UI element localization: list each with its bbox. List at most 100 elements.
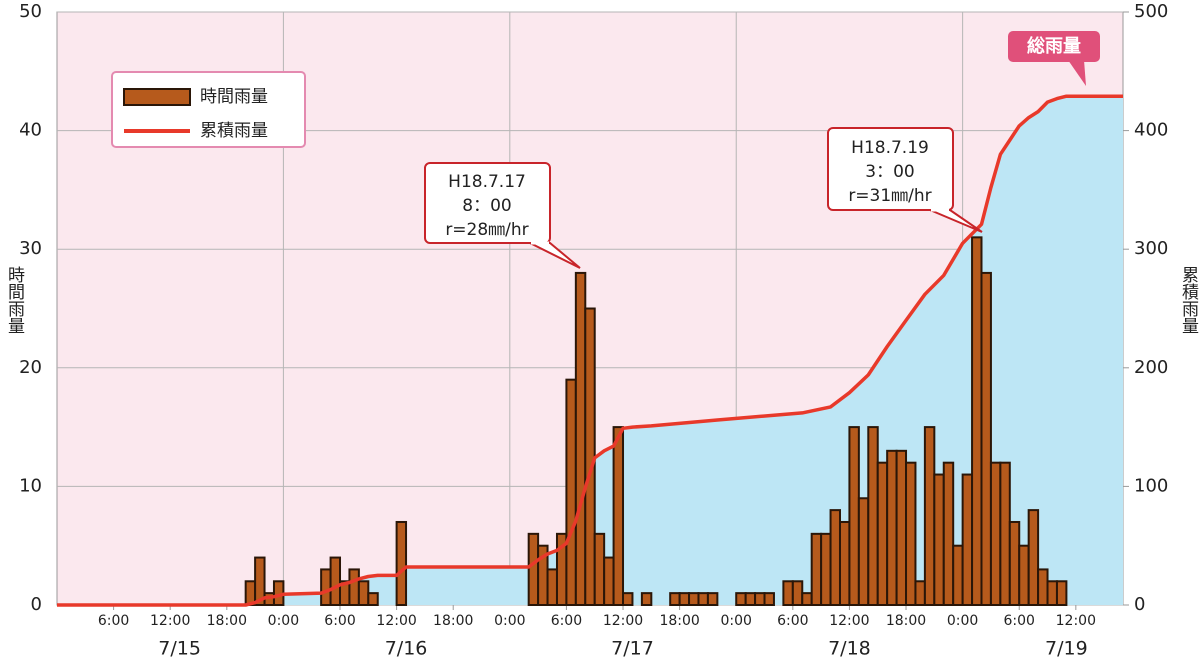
- total-box: [1008, 31, 1100, 62]
- y-tick-label: 10: [19, 475, 42, 496]
- bar: [1046, 580, 1058, 607]
- legend-swatch: [123, 88, 191, 106]
- date-label: 7/17: [611, 638, 654, 659]
- bar: [697, 592, 709, 607]
- y-tick-label: 50: [19, 1, 42, 22]
- callout-text: r=28㎜/hr: [445, 220, 528, 240]
- y-tick-label: 40: [19, 120, 42, 141]
- bar: [980, 271, 992, 606]
- bar: [848, 426, 860, 606]
- y2-tick-label: 0: [1134, 594, 1145, 615]
- bar: [867, 426, 879, 606]
- line: [57, 94, 1123, 607]
- callout-text: r=31㎜/hr: [848, 186, 931, 206]
- x-tick-label: 12:00: [376, 613, 416, 629]
- bar: [706, 592, 719, 607]
- bar: [876, 461, 889, 606]
- x-tick-label: 12:00: [150, 613, 190, 629]
- bar: [546, 568, 558, 606]
- bar: [603, 556, 615, 606]
- bar: [320, 568, 332, 606]
- callout-box: [827, 127, 954, 211]
- y2-tick-label: 100: [1134, 475, 1168, 496]
- bar: [574, 271, 587, 606]
- x-tick-label: 18:00: [433, 613, 473, 629]
- bar: [989, 461, 1002, 606]
- bar: [791, 580, 804, 607]
- x-tick-label: 0:00: [720, 613, 751, 629]
- y2-tick-label: 300: [1134, 238, 1168, 259]
- x-tick-label: 0:00: [268, 613, 299, 629]
- bar: [622, 592, 634, 607]
- bar: [678, 592, 691, 607]
- y2-tick-label: 200: [1134, 357, 1168, 378]
- x-tick-label: 18:00: [659, 613, 699, 629]
- y-tick-label: 0: [31, 594, 42, 615]
- x-tick-label: 6:00: [777, 613, 808, 629]
- bar: [367, 592, 379, 607]
- bar: [744, 592, 757, 607]
- y2-tick-label: 400: [1134, 120, 1168, 141]
- y-tick-label: 30: [19, 238, 42, 259]
- bar: [838, 520, 851, 606]
- x-tick-label: 6:00: [98, 613, 129, 629]
- bar: [754, 592, 766, 607]
- bar: [1018, 544, 1030, 607]
- bar: [1055, 580, 1068, 607]
- callout-text: H18.7.19: [851, 138, 929, 158]
- callout-text: H18.7.17: [448, 172, 526, 192]
- bar: [952, 544, 964, 607]
- bar: [593, 532, 606, 607]
- bar: [584, 307, 596, 606]
- legend-label: 時間雨量: [200, 87, 268, 107]
- bar: [801, 592, 813, 607]
- bar: [905, 461, 917, 606]
- bar: [1008, 520, 1021, 606]
- date-label: 7/15: [158, 638, 201, 659]
- bar: [1027, 509, 1040, 606]
- bar: [357, 580, 370, 607]
- bar: [857, 497, 870, 607]
- x-tick-label: 18:00: [207, 613, 247, 629]
- bar: [820, 532, 832, 607]
- x-tick-label: 18:00: [886, 613, 926, 629]
- bar: [810, 532, 823, 607]
- x-tick-label: 12:00: [603, 613, 643, 629]
- callout-text: 8：00: [462, 196, 511, 216]
- x-tick-label: 6:00: [324, 613, 355, 629]
- callout-text: 3：00: [865, 162, 914, 182]
- bar: [395, 520, 408, 606]
- bar: [688, 592, 700, 607]
- date-label: 7/18: [828, 638, 871, 659]
- x-tick-label: 0:00: [494, 613, 525, 629]
- bar: [886, 449, 898, 606]
- y2-axis-label: 累積雨量: [1178, 266, 1199, 334]
- x-tick-label: 6:00: [551, 613, 582, 629]
- x-tick-label: 12:00: [1056, 613, 1096, 629]
- bar: [971, 236, 983, 606]
- x-tick-label: 0:00: [947, 613, 978, 629]
- bar: [933, 473, 945, 607]
- bar: [942, 461, 955, 606]
- legend-label: 累積雨量: [200, 121, 268, 141]
- bar: [961, 473, 974, 607]
- bar: [782, 580, 794, 607]
- x-tick-label: 12:00: [829, 613, 869, 629]
- y2-tick-label: 500: [1134, 1, 1168, 22]
- bar: [914, 580, 926, 607]
- bar: [895, 449, 908, 606]
- callout-box: [424, 162, 551, 244]
- bar: [640, 592, 653, 607]
- date-label: 7/16: [385, 638, 428, 659]
- mark-layer: [57, 94, 1123, 607]
- bar: [329, 556, 342, 606]
- total-label: 総雨量: [1027, 35, 1081, 57]
- bar: [348, 568, 360, 606]
- bar: [565, 378, 577, 606]
- y-axis-label: 時間雨量: [4, 266, 25, 334]
- bar: [1037, 568, 1049, 606]
- y-tick-label: 20: [19, 357, 42, 378]
- bar: [999, 461, 1011, 606]
